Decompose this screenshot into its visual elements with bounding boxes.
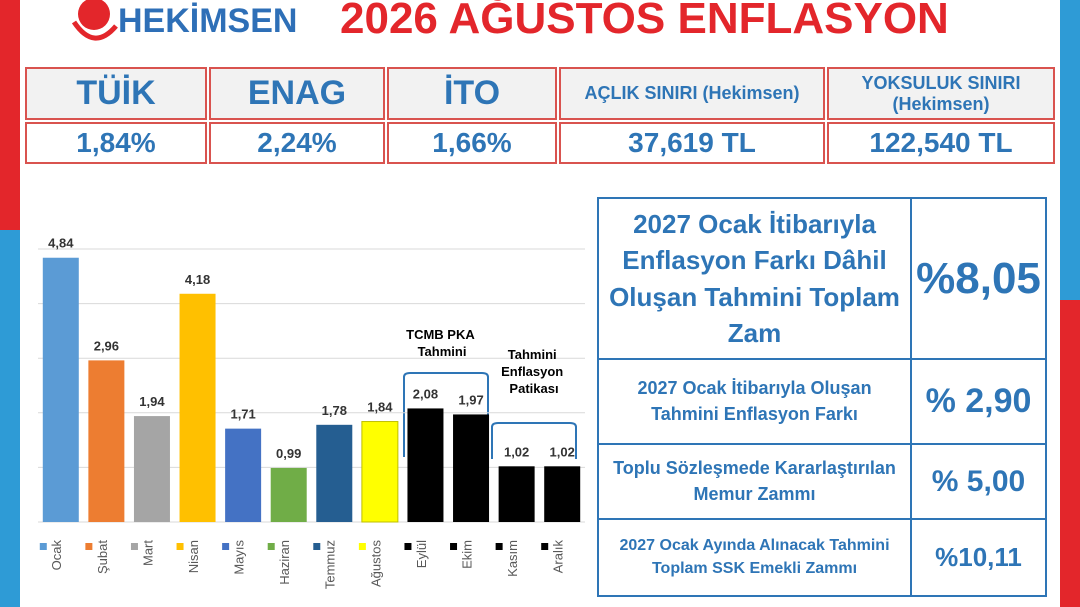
- title: 2026 AĞUSTOS ENFLASYON: [340, 0, 949, 43]
- value-cell: 37,619 TL: [559, 122, 825, 164]
- bar: [179, 293, 216, 522]
- category-label: Ocak: [49, 540, 64, 571]
- header-cell: TÜİK: [25, 67, 207, 120]
- value-label: 1,02: [504, 444, 529, 459]
- info-value: %8,05: [912, 199, 1045, 360]
- logo-swoosh: [71, 20, 118, 41]
- value-cell: 122,540 TL: [827, 122, 1055, 164]
- category-label: Nisan: [186, 540, 201, 573]
- info-label: 2027 Ocak İtibarıyla Oluşan Tahmini Enfl…: [599, 360, 912, 445]
- value-label: 1,97: [458, 392, 483, 407]
- legend-swatch: [85, 543, 93, 550]
- header-cell: AÇLIK SINIRI (Hekimsen): [559, 67, 825, 120]
- category-label: Aralık: [551, 540, 566, 574]
- category-label: Mayıs: [232, 540, 247, 575]
- value-label: 2,96: [94, 338, 119, 353]
- category-label: Temmuz: [323, 540, 338, 589]
- category-label: Haziran: [277, 540, 292, 585]
- legend-swatch: [541, 543, 549, 550]
- info-value: %10,11: [935, 542, 1022, 572]
- header-cell: ENAG: [209, 67, 385, 120]
- category-label: Ekim: [459, 540, 474, 569]
- bar: [407, 408, 444, 522]
- value-label: 1,78: [322, 403, 347, 418]
- bar: [361, 421, 399, 523]
- legend-swatch: [267, 543, 275, 550]
- bar: [133, 416, 170, 522]
- category-label: Mart: [140, 540, 155, 566]
- bar: [498, 466, 535, 522]
- left-stripe-red: [0, 0, 20, 230]
- bar: [88, 360, 125, 522]
- info-table: 2027 Ocak İtibarıyla Enflasyon Farkı Dâh…: [597, 197, 1047, 597]
- legend-swatch: [130, 543, 138, 550]
- bar: [42, 257, 79, 522]
- info-label: 2027 Ocak Ayında Alınacak Tahmini Toplam…: [599, 520, 912, 595]
- value-label: 4,84: [48, 236, 74, 251]
- annotation: TCMB PKA Tahmini: [406, 327, 478, 359]
- bar: [225, 428, 262, 522]
- chart: 4,84 Ocak 2,96 Şubat 1,94 Mart 4,18 Nisan 1,71 Ma…: [38, 236, 585, 589]
- bar: [453, 414, 490, 522]
- value-cell: 2,24%: [209, 122, 385, 164]
- category-label: Ağustos: [368, 540, 383, 587]
- legend-swatch: [450, 543, 458, 550]
- value-label: 2,08: [413, 386, 438, 401]
- value-label: 0,99: [276, 446, 301, 461]
- value-cell: 1,84%: [25, 122, 207, 164]
- bracket: [491, 422, 577, 459]
- value-label: 4,18: [185, 272, 210, 287]
- value-label: 1,71: [230, 407, 255, 422]
- info-label: 2027 Ocak İtibarıyla Enflasyon Farkı Dâh…: [599, 199, 912, 360]
- logo-text: HEKİMSEN: [118, 2, 298, 40]
- legend-swatch: [495, 543, 503, 550]
- category-label: Kasım: [505, 540, 520, 577]
- bar: [270, 467, 307, 522]
- category-label: Eylül: [414, 540, 429, 568]
- legend-swatch: [176, 543, 184, 550]
- right-stripe-red: [1060, 300, 1080, 607]
- value-label: 1,84: [367, 400, 393, 415]
- info-value: % 2,90: [912, 360, 1045, 445]
- header-cell: İTO: [387, 67, 557, 120]
- header-cell: YOKSULUK SINIRI (Hekimsen): [827, 67, 1055, 120]
- info-label: Toplu Sözleşmede Kararlaştırılan Memur Z…: [599, 445, 912, 520]
- bar: [316, 424, 353, 522]
- info-value: % 5,00: [912, 445, 1045, 520]
- legend-swatch: [358, 543, 366, 550]
- legend-swatch: [313, 543, 321, 550]
- annotation: Tahmini Enflasyon Patikası: [501, 347, 567, 396]
- logo-shape: [78, 0, 110, 30]
- right-stripe-blue: [1060, 0, 1080, 300]
- value-label: 1,02: [550, 444, 575, 459]
- legend-swatch: [39, 543, 47, 550]
- category-label: Şubat: [95, 540, 110, 574]
- legend-swatch: [404, 543, 412, 550]
- bar: [544, 466, 581, 522]
- logo-icon: [71, 0, 118, 41]
- value-cell: 1,66%: [387, 122, 557, 164]
- bracket: [403, 372, 489, 457]
- left-stripe-blue: [0, 230, 20, 607]
- value-label: 1,94: [139, 394, 165, 409]
- legend-swatch: [222, 543, 230, 550]
